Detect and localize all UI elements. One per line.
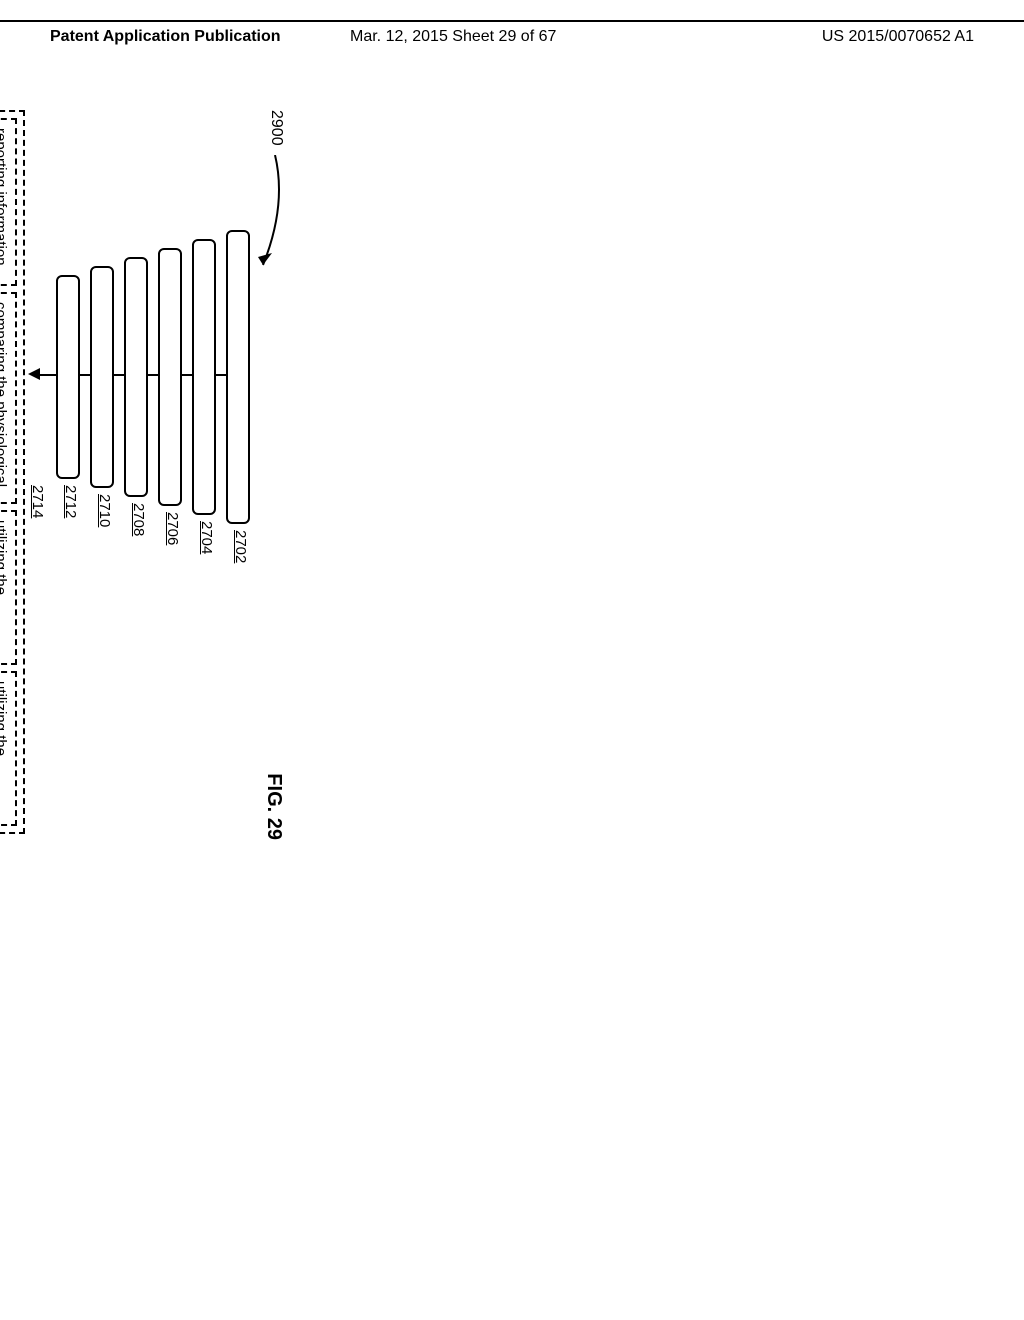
box-2906: comparing the physiological parameter de… [0,292,17,504]
connector [80,374,92,376]
box-2902: reporting information regarding the phys… [0,118,17,286]
box-text: reporting information regarding the phys… [0,128,9,266]
pointer-arrow-icon [245,155,285,285]
step-2710 [90,266,114,488]
box-text: utilizing the physiological parameter de… [0,681,9,815]
step-ref: 2702 [232,530,249,563]
page: Patent Application Publication Mar. 12, … [0,0,1024,1320]
connector [148,374,160,376]
chevron-down-icon [28,368,40,380]
page-header: Patent Application Publication Mar. 12, … [0,20,1024,62]
box-2916: utilizing the physiological parameter de… [0,671,17,826]
header-center: Mar. 12, 2015 Sheet 29 of 67 [350,28,556,46]
step-ref: 2704 [198,521,215,554]
header-left: Patent Application Publication [50,28,281,46]
step-ref: 2714 [29,485,46,518]
box-text: comparing the physiological parameter de… [0,302,9,487]
step-ref: 2710 [96,494,113,527]
step-ref: 2708 [130,503,147,536]
detail-container: reporting information regarding the phys… [0,110,25,834]
connector [114,374,126,376]
step-2712 [56,275,80,479]
step-2708 [124,257,148,497]
figure-rotated: 2900 FIG. 29 2702 2704 2706 2708 2710 [0,115,250,835]
step-2702 [226,230,250,524]
step-2704 [192,239,216,515]
step-2706 [158,248,182,506]
connector [38,374,58,376]
step-ref: 2712 [62,485,79,518]
figure-title: FIG. 29 [262,773,285,840]
connector [216,374,228,376]
header-right: US 2015/0070652 A1 [822,28,974,46]
connector [182,374,194,376]
step-ref: 2706 [164,512,181,545]
box-2912: utilizing the physiological parameter de… [0,510,17,665]
flow-number: 2900 [267,110,285,146]
box-text: utilizing the physiological parameter de… [0,520,9,654]
